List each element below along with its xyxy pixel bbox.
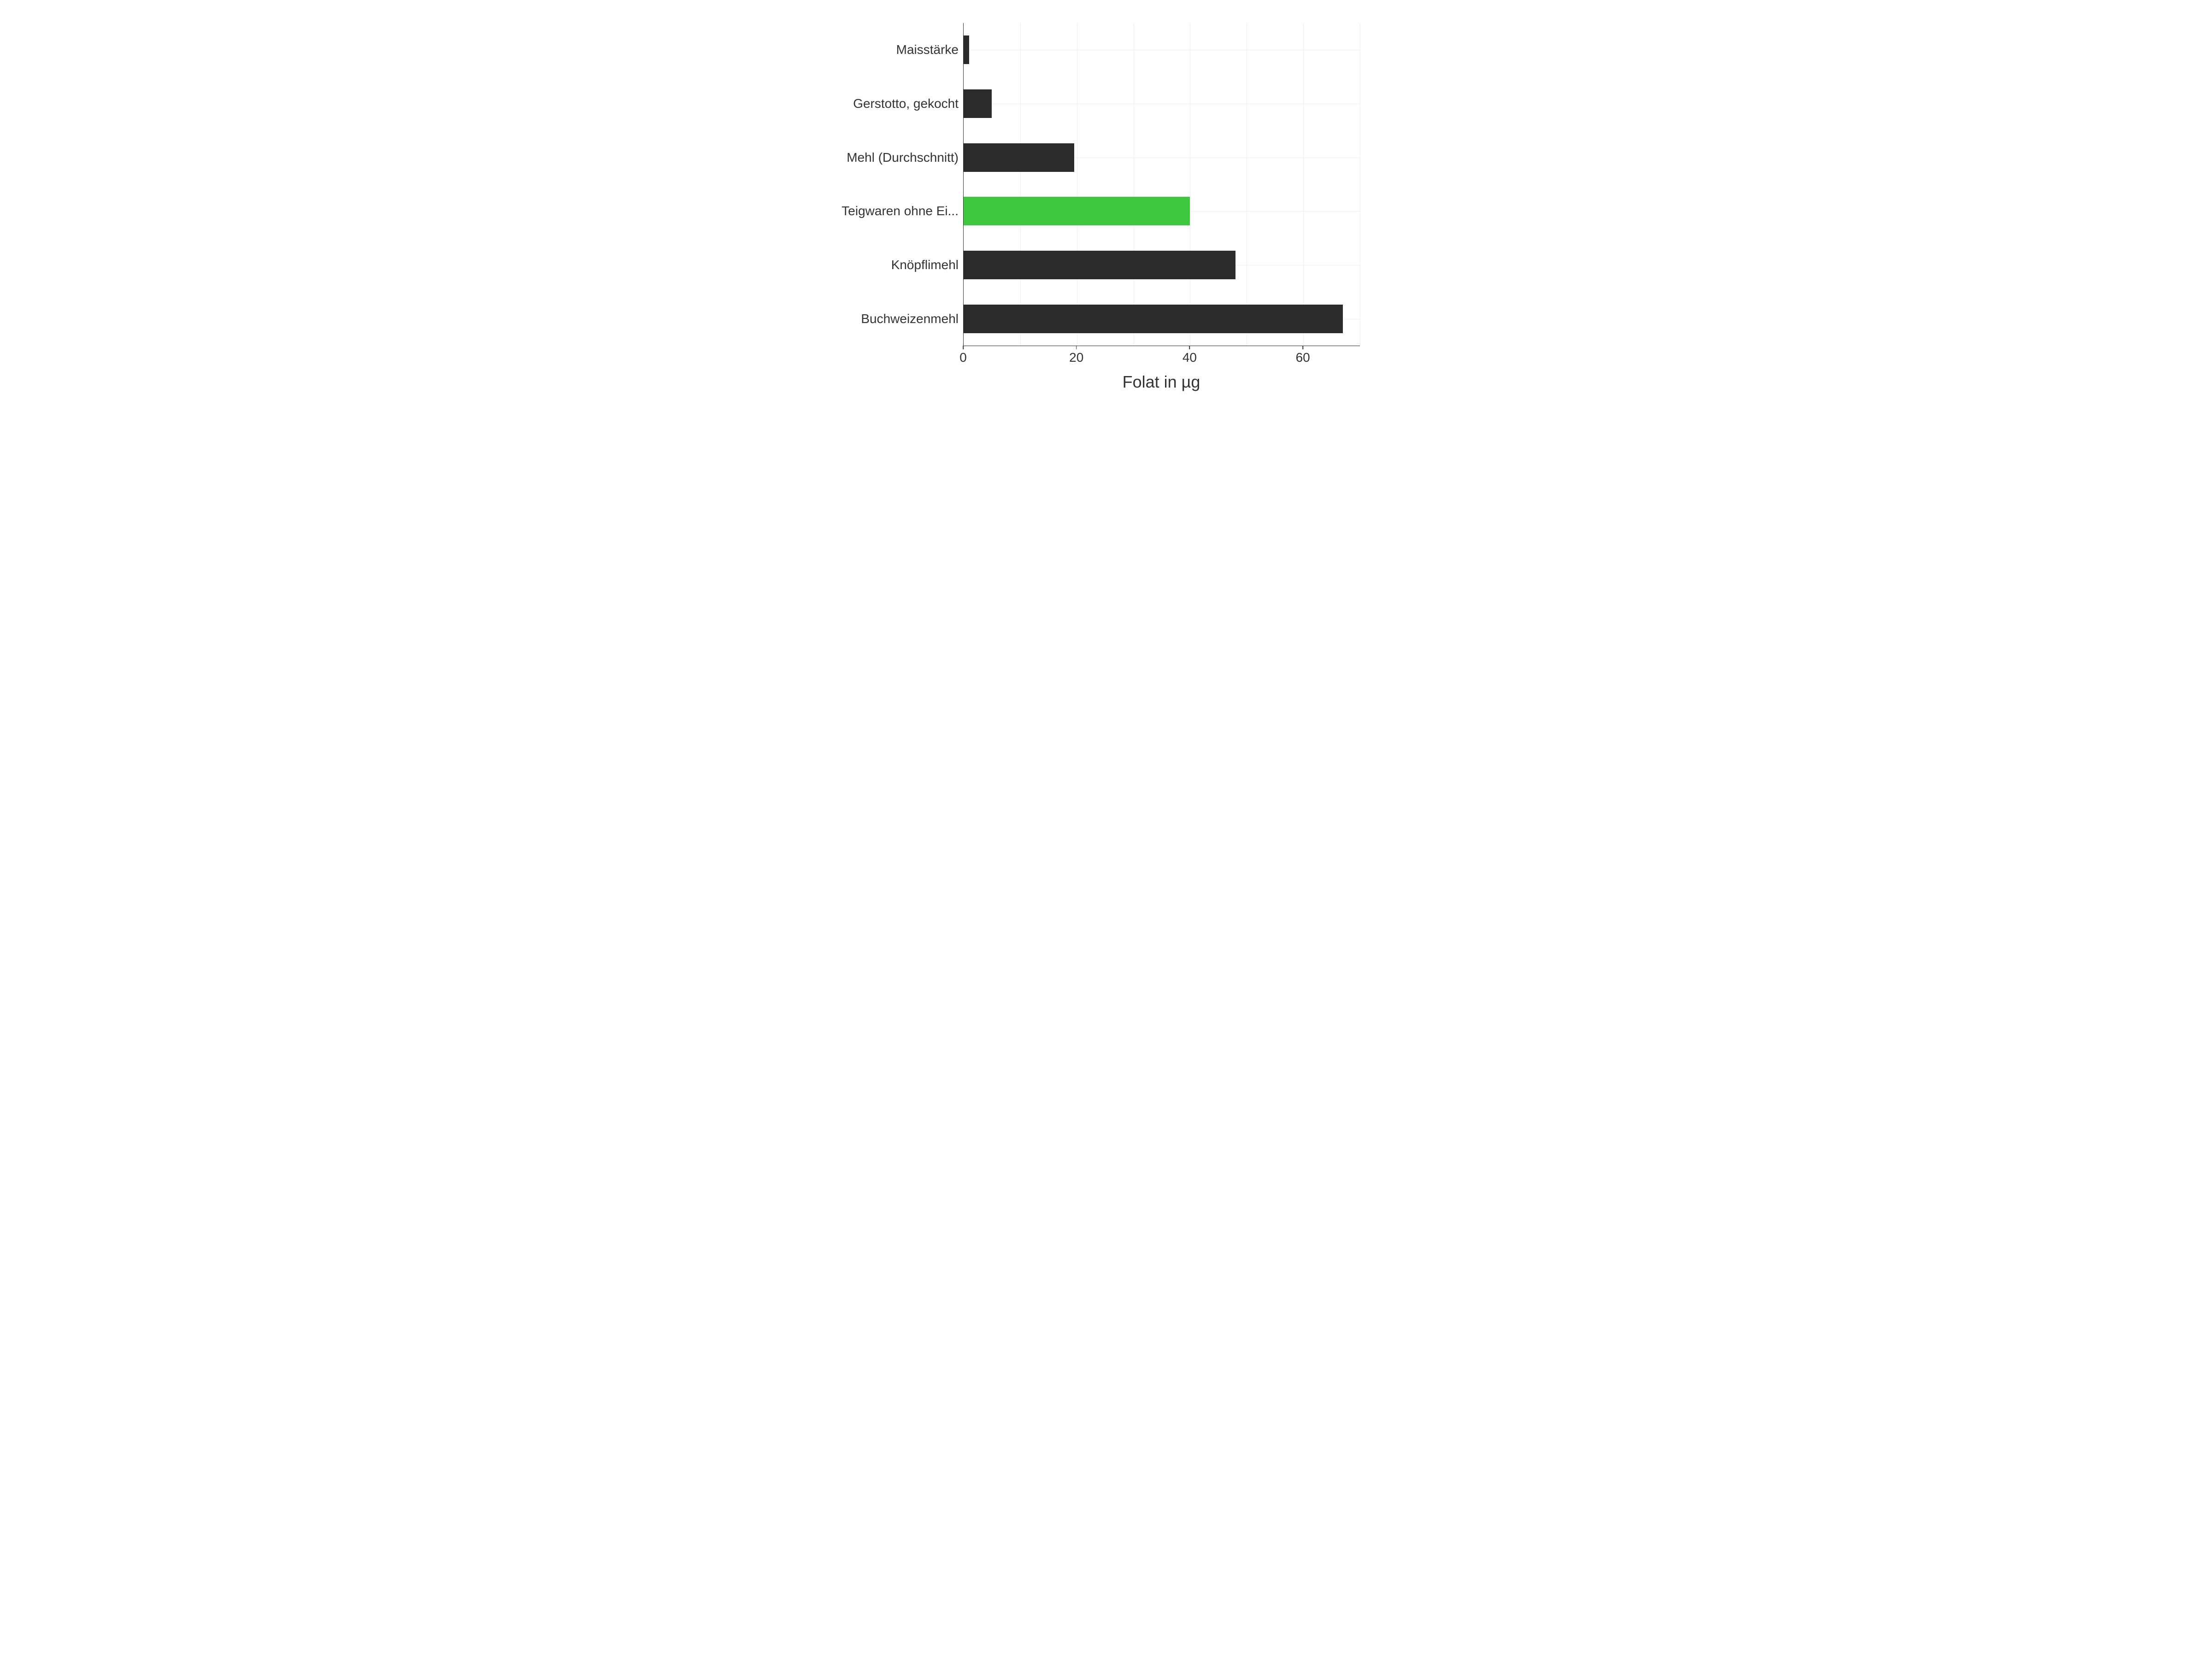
x-tick-label: 60	[1296, 350, 1310, 365]
y-category-label: Teigwaren ohne Ei...	[839, 204, 959, 218]
grid-line-vertical	[1303, 23, 1304, 346]
folat-bar-chart: Folat in µg 0 20 40 60 Maisstärke Gerstotto, …	[830, 0, 1382, 415]
y-category-label: Maisstärke	[839, 42, 959, 57]
bar	[964, 89, 992, 118]
x-tick-label: 20	[1069, 350, 1083, 365]
bar	[964, 35, 969, 64]
bar	[964, 305, 1343, 333]
x-axis-title: Folat in µg	[963, 372, 1359, 392]
bar	[964, 143, 1074, 172]
x-tick-label: 0	[959, 350, 967, 365]
y-category-label: Buchweizenmehl	[839, 312, 959, 326]
plot-area	[963, 23, 1360, 346]
bar	[964, 251, 1235, 279]
grid-line-vertical	[1020, 23, 1021, 346]
x-tick-mark	[963, 346, 964, 349]
y-category-label: Knöpflimehl	[839, 258, 959, 272]
y-category-label: Gerstotto, gekocht	[839, 96, 959, 111]
x-tick-label: 40	[1182, 350, 1197, 365]
bar	[964, 197, 1190, 225]
y-category-label: Mehl (Durchschnitt)	[839, 150, 959, 165]
x-tick-mark	[1302, 346, 1303, 349]
x-tick-mark	[1076, 346, 1077, 349]
x-tick-mark	[1189, 346, 1190, 349]
